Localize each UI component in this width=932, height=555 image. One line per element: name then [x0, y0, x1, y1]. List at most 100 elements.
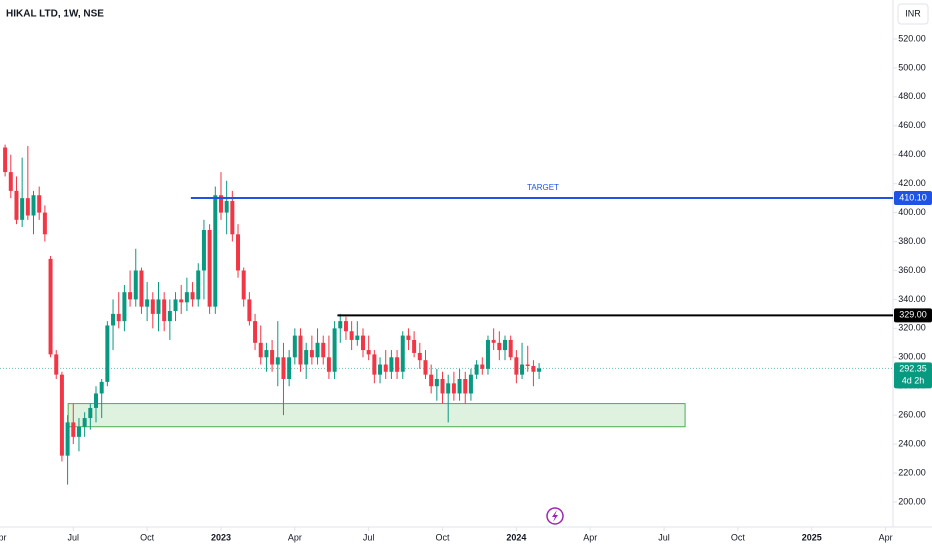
candle-body — [116, 313, 121, 322]
candle-body — [48, 258, 53, 355]
x-tick-label: Apr — [583, 532, 597, 542]
candle-body — [480, 364, 485, 369]
candle-body — [253, 321, 258, 343]
candle-body — [105, 325, 110, 382]
candle-body — [457, 378, 462, 394]
candle-body — [59, 374, 64, 456]
candle-body — [25, 198, 30, 216]
candle-body — [315, 342, 320, 358]
candle-body — [349, 331, 354, 340]
candle-body — [389, 357, 394, 372]
candle-body — [383, 364, 388, 372]
candle-body — [474, 364, 479, 375]
candle-body — [446, 383, 451, 394]
y-tick-label: 440.00 — [898, 149, 926, 159]
x-tick-label: Apr — [0, 532, 6, 542]
candle-body — [468, 374, 473, 394]
candle-body — [423, 360, 428, 375]
candle-body — [485, 339, 490, 369]
candle-body — [304, 350, 309, 365]
candle-body — [508, 339, 513, 358]
candle-body — [76, 426, 81, 437]
candle-body — [179, 299, 184, 303]
candle-body — [224, 201, 229, 213]
candle-body — [173, 299, 178, 311]
candle-body — [20, 198, 25, 220]
x-tick-label: Apr — [288, 532, 302, 542]
candle-body — [412, 339, 417, 353]
candle-body — [128, 292, 133, 300]
y-tick-label: 380.00 — [898, 236, 926, 246]
x-tick-label: 2023 — [211, 532, 231, 542]
candle-body — [230, 201, 235, 235]
candle-body — [366, 350, 371, 355]
x-tick-label: Oct — [731, 532, 746, 542]
candle-body — [190, 292, 195, 300]
support-zone — [67, 403, 686, 428]
candle-body — [94, 393, 99, 408]
candle-body — [275, 357, 280, 365]
candle-body — [133, 270, 138, 300]
candle-body — [88, 407, 93, 419]
candle-body — [463, 378, 468, 394]
x-tick-label: Jul — [363, 532, 375, 542]
x-tick-label: Apr — [879, 532, 893, 542]
candle-body — [298, 335, 303, 365]
candle-body — [525, 364, 530, 366]
candle-body — [343, 321, 348, 332]
candle-body — [270, 350, 275, 365]
candle-body — [3, 147, 8, 173]
x-tick-label: Oct — [140, 532, 155, 542]
last-price-label: 292.35 — [899, 364, 927, 374]
candle-body — [338, 321, 343, 329]
y-tick-label: 220.00 — [898, 467, 926, 477]
y-tick-label: 400.00 — [898, 207, 926, 217]
candle-body — [281, 357, 286, 379]
x-tick-label: Jul — [68, 532, 80, 542]
candle-body — [37, 195, 42, 213]
y-tick-label: 360.00 — [898, 265, 926, 275]
candle-body — [326, 357, 331, 372]
candle-body — [429, 374, 434, 387]
candle-body — [531, 365, 536, 372]
price-label: 329.00 — [899, 310, 927, 320]
y-tick-label: 300.00 — [898, 352, 926, 362]
candle-body — [537, 368, 542, 372]
candle-body — [332, 328, 337, 372]
candle-body — [54, 354, 59, 375]
candle-body — [372, 354, 377, 375]
candle-body — [31, 195, 36, 216]
candle-body — [162, 299, 167, 322]
candle-body — [309, 350, 314, 358]
candle-body — [497, 342, 502, 351]
candle-body — [241, 270, 246, 300]
currency[interactable]: INR — [905, 8, 921, 18]
candle-body — [14, 190, 19, 220]
candle-body — [406, 335, 411, 340]
candle-body — [503, 339, 508, 351]
price-label-bg — [894, 190, 932, 205]
candle-body — [434, 378, 439, 387]
candle-body — [264, 350, 269, 358]
candle-body — [42, 212, 47, 235]
candle-body — [156, 299, 161, 314]
currency-box[interactable] — [897, 3, 929, 25]
candle-body — [400, 335, 405, 372]
candle-body — [287, 357, 292, 379]
y-tick-label: 480.00 — [898, 91, 926, 101]
x-tick-label: Jul — [658, 532, 670, 542]
candle-body — [139, 270, 144, 307]
candle-body — [82, 418, 87, 427]
candle-body — [258, 342, 263, 358]
candle-body — [99, 381, 104, 394]
alert-icon[interactable] — [546, 507, 564, 525]
candle-body — [236, 234, 241, 271]
candle-body — [491, 339, 496, 343]
x-tick-label: 2024 — [506, 532, 526, 542]
y-tick-label: 240.00 — [898, 438, 926, 448]
alert-bolt[interactable] — [552, 510, 558, 522]
y-tick-label: 520.00 — [898, 33, 926, 43]
